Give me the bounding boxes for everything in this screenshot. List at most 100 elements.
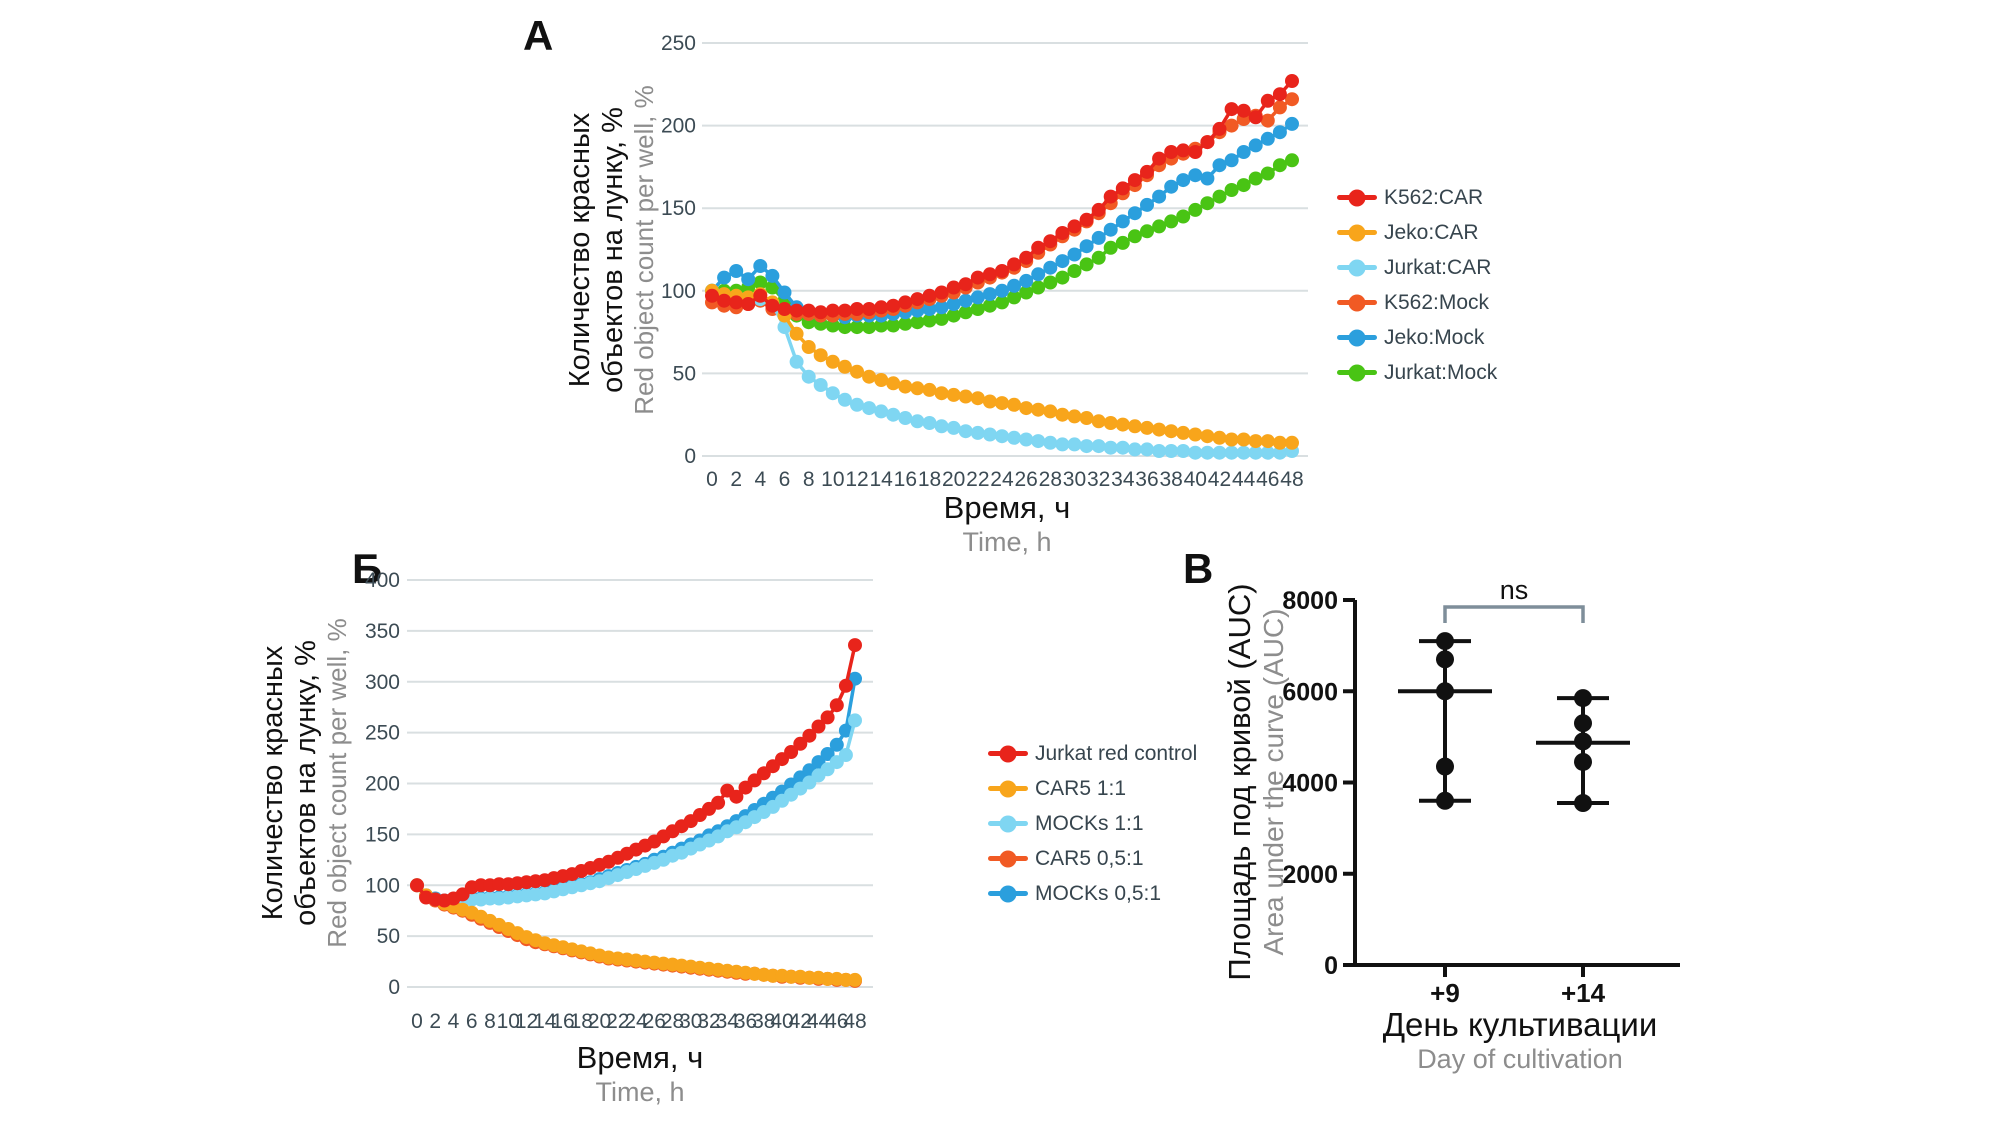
panel-v-x-title-ru: День культивации (1382, 1006, 1658, 1043)
data-point-Jurkat:CAR (1248, 445, 1263, 460)
legend-swatch-dot-icon (1348, 224, 1366, 241)
data-point (1574, 732, 1592, 751)
legend-swatch-line-icon (1337, 364, 1377, 381)
panel-b-label: Б (352, 545, 383, 592)
data-point-Jeko:Mock (1176, 173, 1191, 188)
data-point-Jeko:Mock (1031, 267, 1046, 282)
y-tick-label: 0 (388, 976, 400, 999)
data-point-Jeko:Mock (1285, 116, 1299, 131)
data-point-Jeko:CAR (850, 364, 864, 379)
data-point-Jurkat:CAR (958, 424, 973, 439)
data-point-Jurkat:CAR (922, 416, 937, 430)
data-point-Jeko:Mock (1091, 230, 1106, 245)
legend-item: CAR5 1:1 (988, 771, 1197, 806)
x-tick-label: 20 (942, 468, 965, 491)
legend-swatch-line-icon (1337, 224, 1377, 241)
significance-bracket (1443, 605, 1585, 623)
data-point-Jeko:Mock (777, 285, 792, 300)
legend-swatch-line-icon (1337, 189, 1377, 206)
x-tick-label: 16 (551, 1010, 574, 1033)
data-point-Jeko:CAR (1285, 435, 1299, 450)
data-point-Jurkat:CAR (1200, 445, 1215, 460)
data-point-K562:CAR (958, 277, 973, 292)
data-point-K562:Mock (1260, 113, 1275, 128)
data-point-Jurkat:Mock (995, 295, 1009, 310)
y-tick-label: 250 (365, 722, 400, 745)
data-point-Jeko:CAR (1188, 427, 1203, 442)
data-point-Jurkat:Mock (1164, 214, 1179, 229)
legend-swatch-line-icon (988, 780, 1028, 797)
data-point-Jurkat:Mock (922, 313, 937, 328)
x-tick-label: 36 (734, 1010, 757, 1033)
data-point-Jurkat:CAR (1091, 439, 1106, 454)
y-tick-label: 100 (365, 874, 400, 897)
legend-label: K562:CAR (1384, 185, 1484, 209)
data-point-K562:CAR (813, 305, 828, 320)
data-point-K562:CAR (1248, 110, 1263, 125)
data-point-Jurkat red control (711, 795, 726, 810)
data-point-Jurkat:CAR (1055, 437, 1070, 452)
data-point (1436, 650, 1454, 669)
data-point-K562:CAR (1019, 250, 1034, 265)
data-point-K562:CAR (1043, 234, 1058, 249)
data-point-Jeko:CAR (995, 396, 1009, 411)
data-point-Jeko:Mock (970, 290, 985, 305)
data-point-K562:CAR (934, 285, 949, 300)
legend-label: Jeko:Mock (1384, 325, 1485, 349)
data-point (1574, 752, 1592, 771)
data-point-Jeko:CAR (1031, 402, 1046, 417)
data-point-Jeko:Mock (1115, 214, 1130, 229)
data-point-Jurkat:CAR (1260, 445, 1275, 460)
data-point-Jeko:CAR (958, 389, 973, 404)
data-point-K562:CAR (789, 303, 804, 318)
x-tick-label: 22 (606, 1010, 629, 1033)
data-point-Jeko:CAR (934, 386, 949, 401)
legend-label: MOCKs 1:1 (1035, 811, 1144, 835)
data-point-Jeko:Mock (1103, 222, 1118, 237)
data-point-K562:CAR (837, 303, 852, 318)
data-point-Jeko:Mock (741, 272, 756, 287)
data-point-Jeko:Mock (1043, 260, 1058, 275)
legend-swatch-dot-icon (1348, 189, 1366, 206)
data-point-Jeko:CAR (1115, 417, 1130, 432)
data-point-K562:CAR (946, 280, 961, 295)
data-point-Jeko:Mock (1140, 197, 1154, 212)
panel-b-x-title-en: Time, h (595, 1077, 685, 1107)
data-point (1436, 682, 1454, 701)
data-point-Jeko:CAR (801, 340, 816, 354)
data-point-Jurkat:Mock (946, 308, 961, 323)
panel-a-y-title-ru-2: объектов на лунку, % (597, 107, 630, 393)
data-point-Jurkat:Mock (753, 275, 768, 290)
x-tick-label: 8 (803, 468, 815, 491)
data-point-Jeko:Mock (1007, 278, 1022, 293)
x-tick-label: 40 (1184, 468, 1207, 491)
data-point-Jeko:CAR (1067, 409, 1082, 424)
legend-label: CAR5 0,5:1 (1035, 846, 1144, 870)
data-point-Jurkat:CAR (1031, 434, 1046, 449)
data-point-Jurkat:CAR (837, 392, 852, 407)
data-point-Jurkat:CAR (934, 419, 949, 434)
data-point-K562:CAR (717, 293, 732, 308)
data-point-K562:CAR (1188, 145, 1203, 159)
x-tick-label: 6 (779, 468, 791, 491)
data-point-Jeko:Mock (1019, 273, 1034, 288)
data-point-Jeko:Mock (982, 287, 997, 302)
data-point-K562:CAR (898, 295, 913, 310)
y-tick-label: 400 (365, 569, 400, 592)
x-tick-label: 32 (697, 1010, 720, 1033)
data-point-K562:CAR (1007, 257, 1022, 272)
legend-swatch-line-icon (1337, 259, 1377, 276)
panel-a-y-title-ru-1: Количество красных (563, 112, 596, 388)
data-point-Jeko:CAR (898, 379, 913, 394)
legend-swatch-line-icon (988, 815, 1028, 832)
panel-b-legend: Jurkat red control CAR5 1:1 MOCKs 1:1 CAR5 … (988, 736, 1197, 911)
data-point-K562:CAR (922, 288, 937, 303)
y-tick-label: 350 (365, 620, 400, 643)
data-point-Jeko:CAR (910, 381, 925, 396)
data-point-Jeko:CAR (970, 391, 985, 406)
data-point-Jeko:CAR (1055, 407, 1070, 422)
data-point-Jurkat red control (410, 878, 424, 893)
data-point-Jurkat:CAR (946, 420, 961, 435)
legend-swatch-dot-icon (999, 780, 1017, 797)
legend-item: K562:CAR (1337, 180, 1497, 215)
